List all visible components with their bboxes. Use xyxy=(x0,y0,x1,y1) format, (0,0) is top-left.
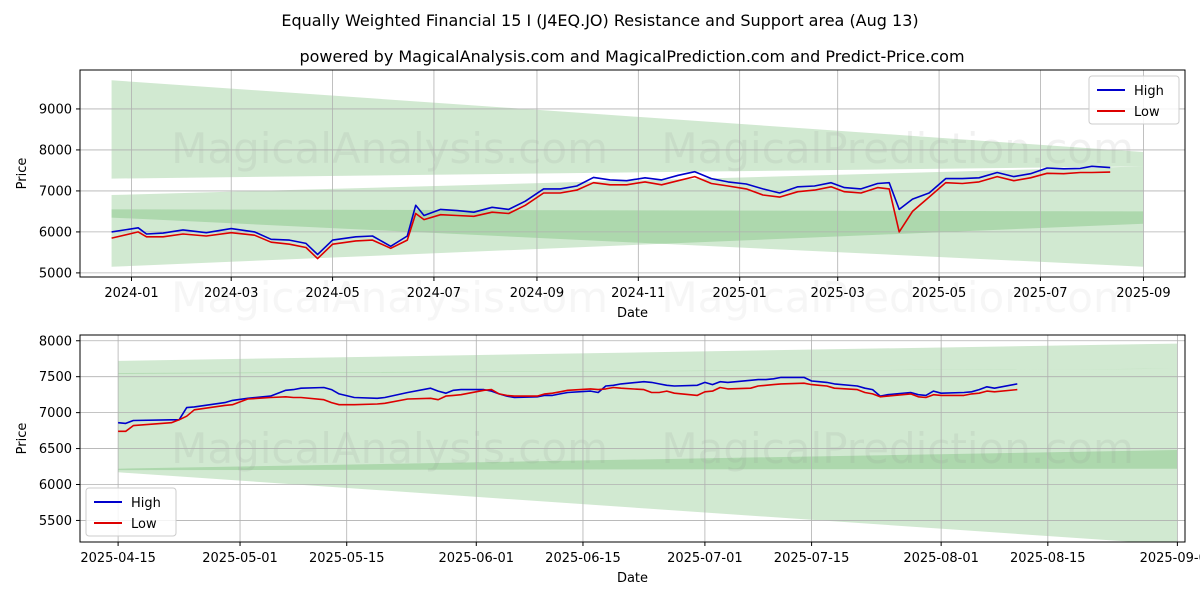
y-tick-label: 8000 xyxy=(39,334,72,349)
x-tick-label: 2025-07 xyxy=(1013,286,1067,301)
plot-frame xyxy=(79,69,1186,278)
area-band-2 xyxy=(118,450,1178,542)
watermark-text: MagicalAnalysis.com MagicalPrediction.co… xyxy=(171,124,1134,173)
x-tick-label: 2025-05-15 xyxy=(309,551,385,566)
y-tick-label: 6500 xyxy=(39,442,72,457)
x-tick-label: 2024-11 xyxy=(611,286,665,301)
y-tick-label: 5000 xyxy=(39,266,72,281)
x-tick-label: 2025-05 xyxy=(912,286,966,301)
y-tick-label: 6000 xyxy=(39,225,72,240)
plot-frame xyxy=(79,334,1186,543)
x-tick-label: 2024-03 xyxy=(204,286,258,301)
x-tick-label: 2025-09-01 xyxy=(1140,551,1200,566)
area-band-0 xyxy=(118,343,1178,374)
legend-label-low: Low xyxy=(131,517,157,532)
x-axis-label: Date xyxy=(617,306,648,321)
y-axis-label: Price xyxy=(15,158,30,190)
watermark-text-lower: MagicalAnalysis.com MagicalPrediction.co… xyxy=(171,0,1134,10)
legend: High Low xyxy=(1088,75,1180,125)
series-lines xyxy=(111,165,1111,260)
legend-label-high: High xyxy=(131,496,161,511)
series-lines xyxy=(118,376,1018,433)
y-tick-label: 9000 xyxy=(39,102,72,117)
x-tick-label: 2025-06-01 xyxy=(438,551,514,566)
x-tick-label: 2025-06-15 xyxy=(545,551,621,566)
area-band-2 xyxy=(111,209,1144,267)
x-tick-label: 2025-08-15 xyxy=(1010,551,1086,566)
grid xyxy=(80,335,1185,542)
y-tick-label: 7000 xyxy=(39,184,72,199)
x-tick-label: 2025-07-01 xyxy=(667,551,743,566)
y-tick-label: 5500 xyxy=(39,514,72,529)
y-tick-label: 7500 xyxy=(39,370,72,385)
y-tick-label: 7000 xyxy=(39,406,72,421)
area-band-0 xyxy=(111,80,1144,179)
x-tick-label: 2024-09 xyxy=(510,286,564,301)
series-line-high xyxy=(111,165,1111,256)
x-tick-label: 2025-07-15 xyxy=(774,551,850,566)
series-line-high xyxy=(118,376,1018,425)
x-tick-label: 2025-05-01 xyxy=(202,551,278,566)
x-tick-label: 2025-08-01 xyxy=(903,551,979,566)
x-axis-label: Date xyxy=(617,571,648,586)
watermark-text-lower: MagicalAnalysis.com MagicalPrediction.co… xyxy=(171,273,1134,322)
series-line-low xyxy=(111,171,1111,260)
top-panel: MagicalAnalysis.com MagicalPrediction.co… xyxy=(15,69,1186,322)
x-tick-label: 2025-09 xyxy=(1116,286,1170,301)
series-line-low xyxy=(118,382,1018,433)
legend-label-low: Low xyxy=(1134,105,1160,120)
x-tick-label: 2025-03 xyxy=(811,286,865,301)
legend: High Low xyxy=(85,487,177,537)
y-axis-label: Price xyxy=(15,423,30,455)
x-tick-label: 2024-01 xyxy=(104,286,158,301)
x-tick-label: 2025-01 xyxy=(713,286,767,301)
bands xyxy=(111,80,1144,267)
y-tick-label: 6000 xyxy=(39,478,72,493)
y-tick-label: 8000 xyxy=(39,143,72,158)
x-tick-label: 2025-04-15 xyxy=(80,551,156,566)
legend-label-high: High xyxy=(1134,84,1164,99)
grid xyxy=(80,70,1185,277)
area-band-1 xyxy=(111,166,1144,267)
bottom-panel: MagicalAnalysis.com MagicalPrediction.co… xyxy=(15,0,1200,586)
chart-title: Equally Weighted Financial 15 I (J4EQ.JO… xyxy=(281,11,918,30)
x-tick-label: 2024-05 xyxy=(305,286,359,301)
chart-subtitle: powered by MagicalAnalysis.com and Magic… xyxy=(299,47,964,66)
x-tick-label: 2024-07 xyxy=(407,286,461,301)
